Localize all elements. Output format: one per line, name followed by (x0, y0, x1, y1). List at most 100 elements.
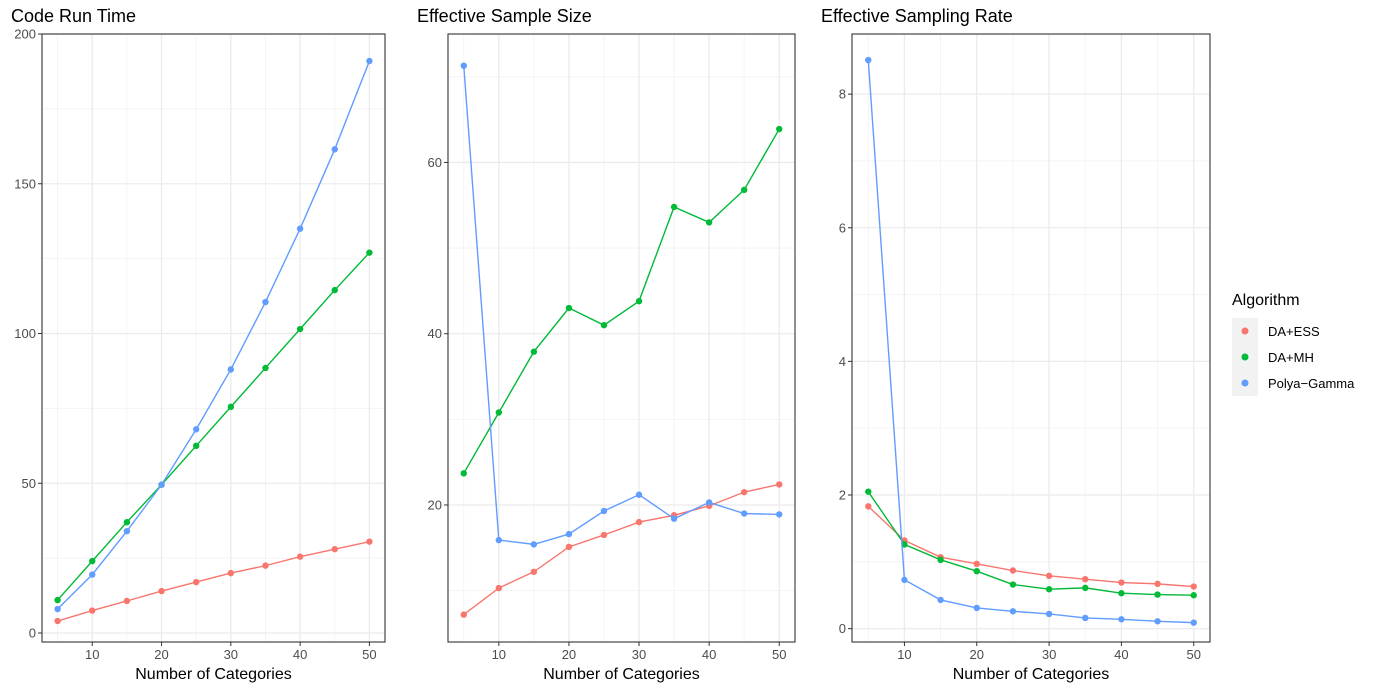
panel-3-y-tick-label-8: 8 (839, 87, 846, 102)
panel-2-point-da-mh-20 (565, 304, 573, 312)
panel-1-x-tick-label-20: 20 (154, 647, 168, 662)
panel-3-line-da-ess (867, 505, 1194, 588)
panel-3-y-tick-label-2: 2 (839, 488, 846, 503)
panel-2-point-da-mh-35 (670, 203, 678, 211)
panel-2-point-polya-gamma-10 (495, 536, 503, 544)
panel-3-point-polya-gamma-35 (1082, 614, 1089, 622)
panel-2-line-polya-gamma (463, 65, 780, 546)
panel-2-point-da-ess-25 (600, 531, 608, 539)
panel-2-point-da-ess-15 (530, 568, 538, 575)
panel-2-x-tick-label-20: 20 (562, 647, 576, 662)
panel-3-point-da-mh-35 (1082, 584, 1089, 592)
panel-3-point-da-mh-25 (1009, 581, 1017, 588)
panel-2-x-tick-label-30: 30 (632, 647, 646, 662)
panel-3-y-tick-label-0: 0 (839, 621, 846, 636)
panel-3-x-tick-label-20: 20 (970, 647, 984, 662)
panel-3-point-polya-gamma-20 (973, 604, 980, 612)
legend-key-da-ess (1241, 327, 1249, 335)
panel-3-point-da-ess-45 (1154, 580, 1161, 588)
panel-1-point-da-ess-40 (296, 553, 304, 560)
panel-2-line-da-ess (463, 483, 780, 616)
panel-3-point-da-mh-30 (1045, 586, 1053, 593)
panel-2-title: Effective Sample Size (417, 6, 592, 26)
panel-3-point-da-ess-25 (1009, 567, 1017, 574)
panel-1-point-polya-gamma-50 (366, 57, 373, 65)
legend-label-polya-gamma: Polya−Gamma (1268, 376, 1355, 391)
panel-1-x-tick-label-50: 50 (362, 647, 376, 662)
panel-3-point-polya-gamma-50 (1190, 619, 1197, 626)
panel-2-point-polya-gamma-15 (530, 541, 538, 548)
panel-1-point-da-ess-35 (262, 562, 269, 569)
panel-1-point-da-ess-10 (89, 607, 96, 614)
panel-2-point-da-mh-30 (635, 297, 643, 305)
panel-1-y-tick-label-200: 200 (14, 27, 36, 42)
panel-2-point-da-mh-40 (705, 219, 713, 226)
panel-2-point-da-ess-50 (776, 481, 783, 488)
panel-3-line-polya-gamma (867, 60, 1194, 624)
legend-key-polya-gamma (1241, 379, 1249, 387)
legend-label-da-ess: DA+ESS (1268, 324, 1320, 339)
panel-3-point-polya-gamma-15 (937, 596, 944, 604)
panel-2-line-da-mh (463, 128, 780, 474)
panel-1-point-da-ess-45 (331, 545, 338, 553)
legend: Algorithm DA+ESS DA+MH Polya−Gamma (1232, 292, 1355, 396)
panel-2-point-da-mh-25 (600, 321, 608, 329)
panel-3-point-da-mh-5 (865, 488, 872, 495)
panel-2-y-tick-label-40: 40 (428, 326, 442, 341)
panel-2-point-da-mh-10 (495, 409, 503, 416)
panel-2-point-da-mh-45 (740, 186, 748, 194)
panel-3-point-polya-gamma-40 (1118, 616, 1125, 623)
panel-3-point-da-ess-40 (1118, 579, 1125, 586)
panel-3-x-tick-label-30: 30 (1042, 647, 1056, 662)
panel-1-background (42, 34, 385, 642)
panel-3-x-axis-label: Number of Categories (953, 666, 1110, 683)
panel-1-x-tick-label-40: 40 (293, 647, 307, 662)
panel-2: 10 20 30 40 50 20 40 60 Effective Sample Size Num… (417, 6, 796, 683)
panel-2-point-da-ess-30 (635, 518, 643, 526)
panel-3-y-tick-label-4: 4 (839, 354, 846, 369)
panel-3-point-polya-gamma-45 (1154, 618, 1161, 625)
panel-2-border (447, 33, 796, 643)
panel-2-y-tick-label-60: 60 (428, 155, 442, 170)
panel-1-y-tick-label-0: 0 (29, 626, 36, 641)
panel-2-x-axis-label: Number of Categories (543, 666, 700, 683)
panel-1-point-da-mh-45 (331, 286, 338, 294)
panel-2-point-da-ess-10 (495, 584, 503, 592)
legend-title: Algorithm (1232, 292, 1300, 309)
panel-2-x-tick-label-10: 10 (492, 647, 506, 662)
panel-1-point-da-mh-30 (227, 403, 235, 411)
panel-1-point-da-mh-25 (192, 442, 200, 450)
panel-1-point-polya-gamma-25 (192, 426, 200, 433)
panel-1-point-da-ess-15 (123, 597, 131, 605)
panel-1-point-polya-gamma-40 (296, 225, 304, 232)
panel-2-x-tick-label-40: 40 (702, 647, 716, 662)
panel-3-x-tick-label-10: 10 (897, 647, 911, 662)
panel-3-point-polya-gamma-5 (865, 56, 872, 64)
panel-2-point-da-ess-5 (460, 611, 467, 618)
panel-3-point-polya-gamma-30 (1045, 610, 1053, 618)
panel-1-point-polya-gamma-10 (89, 571, 96, 578)
panel-1-point-da-ess-30 (227, 569, 235, 577)
panel-1-point-da-mh-35 (262, 364, 269, 372)
panel-1-line-da-mh (57, 252, 370, 601)
panel-1-x-tick-label-30: 30 (224, 647, 238, 662)
panel-2-point-da-ess-20 (565, 543, 573, 551)
panel-3-line-da-mh (867, 491, 1194, 596)
panel-3-x-tick-label-50: 50 (1186, 647, 1200, 662)
panel-1-point-da-mh-50 (366, 249, 373, 256)
panel-2-point-polya-gamma-25 (600, 507, 608, 515)
legend-key-da-mh (1241, 353, 1249, 361)
panel-1-point-da-ess-5 (54, 617, 61, 625)
panel-1-point-da-mh-5 (54, 596, 61, 604)
panel-3-point-polya-gamma-10 (901, 576, 908, 584)
panel-2-y-tick-label-20: 20 (428, 497, 442, 512)
panel-1-point-da-ess-25 (192, 578, 200, 586)
panel-1-point-polya-gamma-20 (158, 481, 165, 488)
legend-label-da-mh: DA+MH (1268, 350, 1314, 365)
panel-2-x-tick-label-50: 50 (772, 647, 786, 662)
panel-1-line-polya-gamma (57, 60, 371, 610)
panel-3-point-polya-gamma-25 (1009, 608, 1017, 615)
panel-1-point-polya-gamma-45 (331, 146, 338, 153)
